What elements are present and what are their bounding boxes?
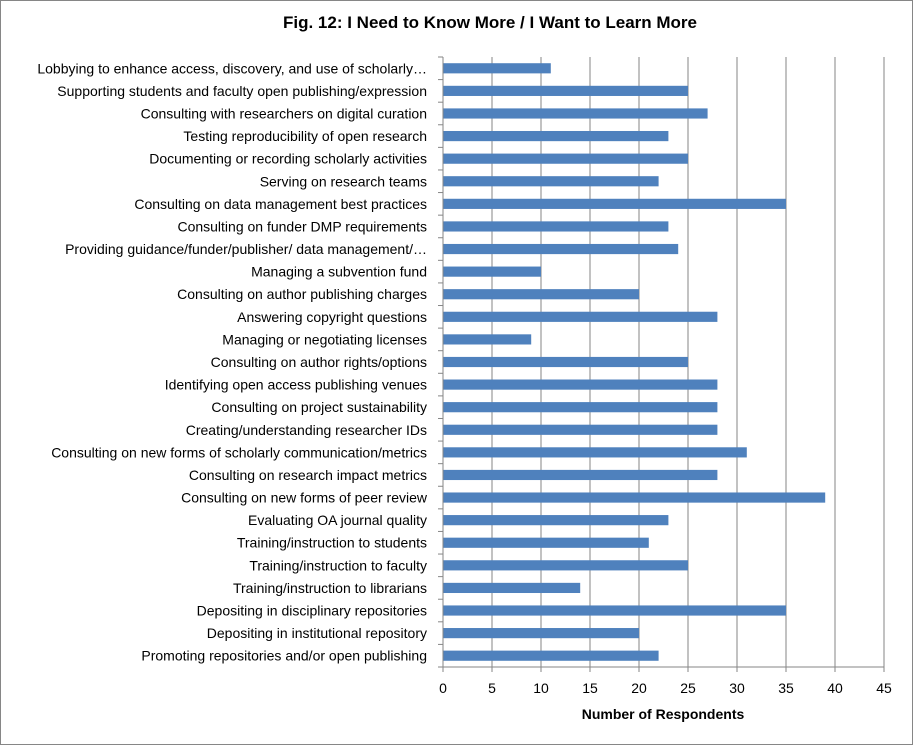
bar [443,515,669,526]
bar [443,221,669,232]
bar [443,650,659,661]
x-tick-label: 30 [729,680,745,696]
x-tick-label: 0 [439,680,447,696]
bar [443,130,669,142]
bar [443,582,581,594]
category-label: Consulting on new forms of peer review [181,490,428,506]
bar [443,379,718,390]
x-tick-label: 40 [827,680,843,696]
category-label: Identifying open access publishing venue… [165,377,427,393]
x-tick-label: 45 [876,680,892,696]
bar [443,492,826,503]
x-tick-label: 25 [680,680,696,696]
category-label: Training/instruction to students [237,535,427,551]
category-label: Consulting on project sustainability [211,399,427,415]
category-label: Creating/understanding researcher IDs [186,422,427,438]
bar [443,63,551,74]
x-tick-label: 20 [631,680,647,696]
bars [443,63,826,661]
category-label: Training/instruction to librarians [233,580,427,596]
x-tick-label: 35 [778,680,794,696]
category-label: Testing reproducibility of open research [183,128,427,144]
bar [443,108,708,119]
bar [443,176,659,187]
category-label: Promoting repositories and/or open publi… [141,648,427,664]
tick-labels: 0 5 10 15 20 25 30 35 40 45 [439,680,892,696]
axes [438,56,885,672]
x-axis-title: Number of Respondents [582,706,745,722]
bar [443,334,532,345]
bar [443,560,688,571]
x-tick-label: 15 [582,680,598,696]
category-label: Consulting on author publishing charges [177,286,427,302]
bar [443,289,639,300]
category-label: Training/instruction to faculty [249,557,427,573]
category-labels: Lobbying to enhance access, discovery, a… [37,60,428,663]
x-tick-label: 5 [488,680,496,696]
chart-title: Fig. 12: I Need to Know More / I Want to… [283,13,697,32]
bar [443,537,649,548]
category-label: Managing or negotiating licenses [222,331,427,347]
category-label: Consulting on new forms of scholarly com… [51,444,427,460]
category-label: Managing a subvention fund [251,264,427,280]
category-label: Consulting on author rights/options [211,354,427,370]
category-label: Supporting students and faculty open pub… [57,83,427,99]
bar [443,311,718,322]
bar [443,447,747,458]
bar [443,266,541,277]
bar [443,198,786,209]
category-label: Documenting or recording scholarly activ… [149,151,427,167]
bar [443,85,688,96]
x-tick-label: 10 [533,680,549,696]
bar [443,628,639,639]
category-label: Consulting on data management best pract… [134,196,427,212]
bar [443,402,718,413]
bar [443,605,786,616]
category-label: Evaluating OA journal quality [248,512,427,528]
category-label: Answering copyright questions [237,309,427,325]
category-label: Depositing in disciplinary repositories [197,603,427,619]
bar [443,153,688,164]
category-label: Serving on research teams [260,173,427,189]
bar [443,243,679,255]
bar [443,469,718,481]
category-label: Lobbying to enhance access, discovery, a… [37,60,427,76]
bar [443,356,688,368]
category-label: Depositing in institutional repository [207,625,427,641]
category-label: Providing guidance/funder/publisher/ dat… [65,241,427,257]
category-label: Consulting on research impact metrics [189,467,427,483]
category-label: Consulting with researchers on digital c… [141,105,427,121]
category-label: Consulting on funder DMP requirements [177,218,427,234]
bar [443,424,718,435]
